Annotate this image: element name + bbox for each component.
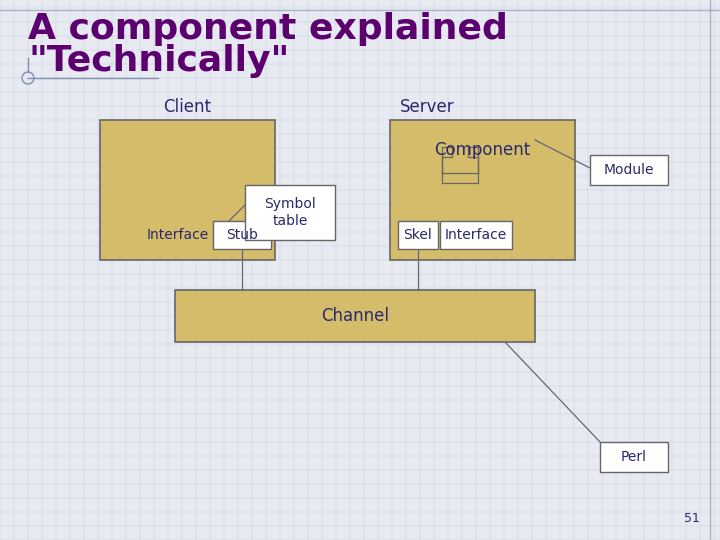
Text: Perl: Perl: [621, 450, 647, 464]
Text: Client: Client: [163, 98, 212, 116]
Text: Skel: Skel: [404, 228, 433, 242]
Bar: [213, 221, 271, 249]
Text: "Technically": "Technically": [28, 44, 289, 78]
Text: Channel: Channel: [321, 307, 389, 325]
Bar: [440, 221, 512, 249]
Bar: [100, 120, 275, 260]
Text: Server: Server: [400, 98, 454, 116]
Text: Component: Component: [434, 141, 531, 159]
Bar: [398, 221, 438, 249]
Text: Stub: Stub: [226, 228, 258, 242]
Text: 51: 51: [684, 512, 700, 525]
Bar: [600, 442, 668, 472]
Text: A component explained: A component explained: [28, 12, 508, 46]
Text: Module: Module: [604, 163, 654, 177]
Text: Interface: Interface: [147, 228, 209, 242]
Bar: [245, 185, 335, 240]
Bar: [390, 120, 575, 260]
Bar: [175, 290, 535, 342]
Text: Interface: Interface: [445, 228, 507, 242]
Bar: [590, 155, 668, 185]
Text: Symbol
table: Symbol table: [264, 198, 316, 227]
